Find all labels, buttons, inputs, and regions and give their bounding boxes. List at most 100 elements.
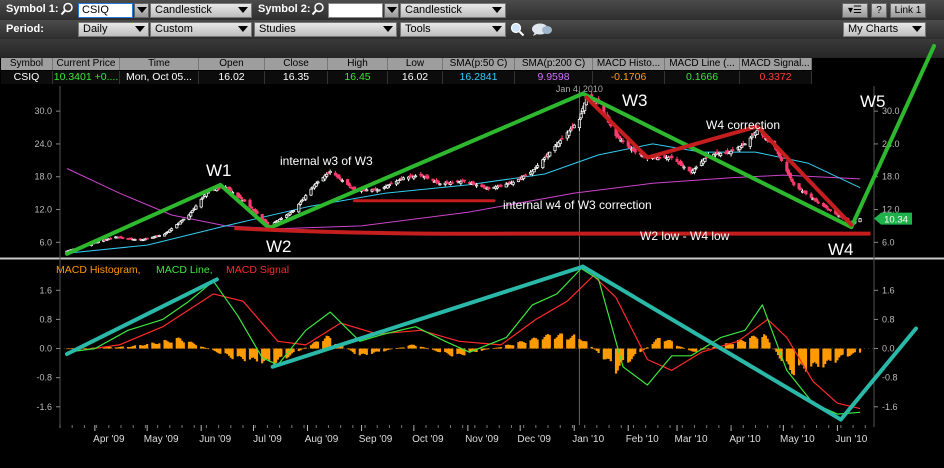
macd-histogram-bar: [639, 348, 642, 353]
symbol2-dropdown-button[interactable]: [384, 3, 399, 18]
quote-header-11[interactable]: MACD Signal...: [740, 58, 812, 70]
macd-histogram-bar: [207, 348, 210, 350]
macd-histogram-bar: [677, 346, 680, 349]
macd-histogram-bar: [850, 348, 853, 355]
range-select[interactable]: Custom: [150, 22, 252, 37]
macd-histogram-bar: [693, 348, 696, 352]
studies-select[interactable]: Studies: [254, 22, 397, 37]
macd-histogram-bar: [492, 348, 496, 349]
candle-body: [530, 170, 534, 175]
symbol2-input[interactable]: [328, 3, 383, 18]
macd-histogram-bar: [498, 347, 501, 349]
x-axis-label-4: Aug '09: [305, 434, 339, 445]
quote-header-0[interactable]: Symbol: [1, 58, 53, 70]
quote-header-10[interactable]: MACD Line (...: [665, 58, 740, 70]
search-icon[interactable]: [60, 2, 74, 21]
chart-type1-select[interactable]: Candlestick: [150, 3, 252, 18]
macd-histogram-bar: [301, 348, 304, 350]
quote-header-9[interactable]: MACD Histo...: [593, 58, 665, 70]
zoom-icon[interactable]: [510, 22, 525, 42]
price-ytick-label-left-0: 6.0: [39, 237, 52, 247]
quote-header-2[interactable]: Time: [120, 58, 199, 70]
macd-histogram-bar: [508, 344, 511, 349]
macd-trend-1: [64, 277, 219, 357]
chat-icon[interactable]: [531, 22, 553, 42]
candle-body: [633, 148, 637, 153]
price-ytick-label-right-4: 30.0: [882, 106, 900, 116]
macd-line: [66, 267, 861, 415]
macd-histogram-bar: [632, 348, 635, 357]
candle-body: [828, 209, 832, 211]
quote-header-4[interactable]: Close: [265, 58, 328, 70]
macd-histogram-bar: [114, 347, 117, 349]
macd-histogram-bar: [792, 348, 795, 376]
macd-histogram-bar: [273, 348, 276, 366]
my-charts-select[interactable]: My Charts: [843, 22, 926, 37]
macd-histogram-bar: [374, 348, 377, 352]
search-icon[interactable]: [311, 2, 325, 21]
quote-header-7[interactable]: SMA(p:50 C): [443, 58, 515, 70]
macd-histogram-bar: [280, 348, 283, 357]
candle-body: [567, 130, 571, 136]
price-ytick-label-left-3: 24.0: [34, 139, 52, 149]
macd-histogram-bar: [510, 345, 513, 349]
menu-button[interactable]: ▾☰: [842, 3, 868, 18]
macd-histogram-bar: [780, 348, 783, 361]
quote-value-5: 16.45: [328, 71, 388, 84]
list-icon: ▾☰: [848, 5, 862, 16]
symbol1-input[interactable]: CSIQ: [78, 3, 133, 18]
candle-body: [178, 221, 182, 225]
macd-histogram-bar: [191, 342, 194, 349]
macd-histogram-bar: [65, 348, 69, 350]
candle-body: [788, 172, 792, 179]
macd-histogram-bar: [254, 348, 257, 359]
candle-body: [523, 174, 527, 177]
candle-body: [726, 150, 730, 153]
quote-header-1[interactable]: Current Price: [53, 58, 120, 70]
macd-histogram-bar: [777, 348, 780, 356]
macd-histogram-bar: [827, 348, 830, 360]
x-axis-label-10: Feb '10: [626, 434, 659, 445]
candle-body: [459, 181, 463, 184]
macd-ytick-label-left-3: 0.8: [39, 314, 52, 324]
macd-histogram-bar: [815, 348, 818, 364]
link-button[interactable]: Link 1: [890, 3, 926, 18]
macd-histogram-bar: [724, 343, 727, 349]
macd-histogram-bar: [119, 346, 123, 349]
quote-header-8[interactable]: SMA(p:200 C): [515, 58, 593, 70]
macd-histogram-bar: [250, 348, 253, 358]
macd-histogram-bar: [695, 348, 698, 352]
quote-header-5[interactable]: High: [328, 58, 388, 70]
quote-header-3[interactable]: Open: [199, 58, 265, 70]
tools-select[interactable]: Tools: [400, 22, 506, 37]
macd-histogram-bar: [217, 348, 220, 354]
candle-body: [346, 179, 350, 185]
macd-histogram-bar: [327, 336, 330, 349]
macd-histogram-bar: [545, 334, 548, 349]
period-select[interactable]: Daily: [78, 22, 149, 37]
candle-body: [199, 198, 203, 208]
help-button[interactable]: ?: [871, 3, 887, 18]
macd-histogram-bar: [69, 348, 72, 350]
macd-histogram-bar: [496, 347, 499, 349]
chart-type2-select[interactable]: Candlestick: [400, 3, 506, 18]
macd-histogram-bar: [824, 348, 827, 364]
candle-body: [278, 219, 282, 222]
macd-histogram-bar: [409, 344, 412, 349]
candle-body: [297, 203, 301, 213]
candle-body: [468, 182, 472, 184]
candle-body: [572, 124, 576, 129]
macd-histogram-bar: [360, 348, 363, 354]
macd-histogram-bar: [543, 336, 546, 349]
candle-body: [337, 174, 341, 179]
macd-histogram-bar: [775, 348, 778, 352]
candle-body: [516, 178, 520, 182]
quote-header-6[interactable]: Low: [388, 58, 443, 70]
macd-histogram-bar: [642, 348, 646, 350]
macd-histogram-bar: [707, 348, 710, 350]
candle-body: [569, 128, 573, 132]
macd-histogram-bar: [224, 348, 227, 354]
candle-body: [835, 213, 839, 216]
macd-histogram-bar: [858, 348, 862, 353]
symbol1-dropdown-button[interactable]: [134, 3, 149, 18]
